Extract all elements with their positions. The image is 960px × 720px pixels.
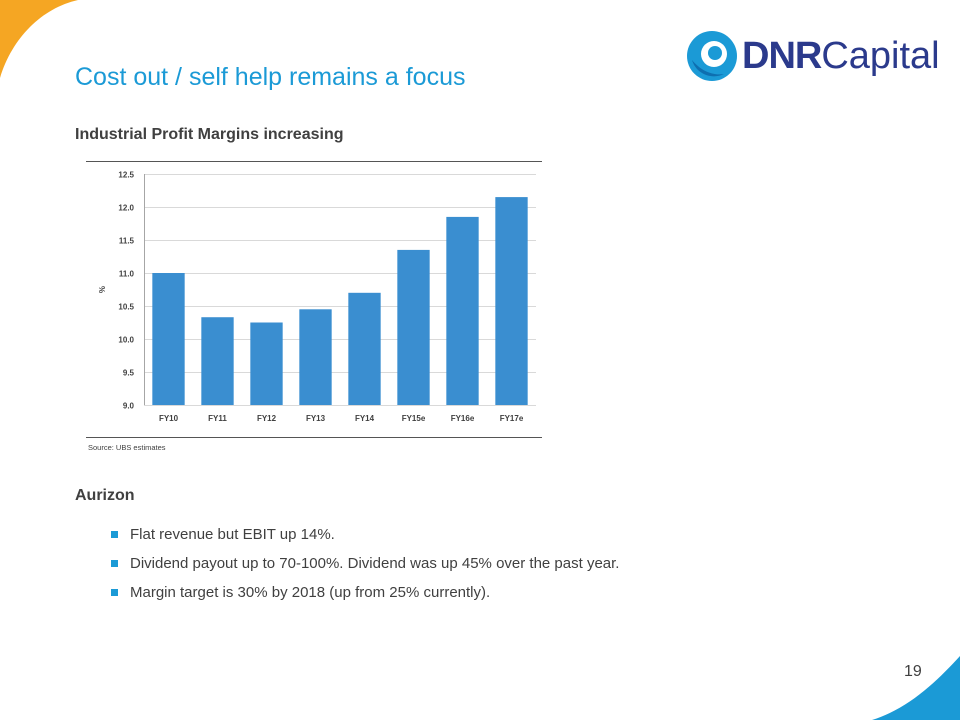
x-tick-label: FY13	[306, 414, 326, 423]
bar	[348, 292, 381, 405]
x-tick-label: FY15e	[402, 414, 426, 423]
corner-decoration-bottom-right	[870, 630, 960, 720]
slide-title: Cost out / self help remains a focus	[75, 63, 466, 91]
logo-mark-icon	[687, 31, 737, 81]
x-tick-label: FY11	[208, 414, 227, 423]
x-tick-label: FY16e	[451, 414, 475, 423]
dnr-capital-logo: DNRCapital	[686, 28, 940, 84]
x-tick-label: FY14	[355, 414, 375, 423]
page-number: 19	[904, 663, 922, 680]
y-tick-label: 9.5	[123, 369, 135, 378]
x-tick-label: FY12	[257, 414, 277, 423]
bar	[495, 197, 528, 405]
y-tick-label: 11.0	[119, 270, 135, 279]
y-axis-label: %	[98, 286, 107, 293]
bar	[397, 249, 430, 405]
profit-margin-chart: 9.0 9.5 10.0 10.5 11.0 11.5 12.0 12.5% FY10 FY11 F…	[86, 158, 544, 458]
bar	[446, 216, 479, 405]
x-tick-label: FY17e	[500, 414, 524, 423]
bullet-text: Flat revenue but EBIT up 14%.	[130, 526, 335, 543]
bullet-text: Dividend payout up to 70-100%. Dividend …	[130, 555, 620, 572]
chart-heading: Industrial Profit Margins increasing	[75, 126, 344, 143]
bullet-square-icon	[111, 531, 118, 538]
bullet-text: Margin target is 30% by 2018 (up from 25…	[130, 584, 491, 601]
y-tick-label: 10.0	[118, 336, 134, 345]
logo-text-light: Capital	[821, 35, 940, 77]
corner-decoration-top-left	[0, 0, 80, 80]
y-tick-label: 10.5	[118, 303, 134, 312]
chart-svg: 9.0 9.5 10.0 10.5 11.0 11.5 12.0 12.5% FY10 FY11 F…	[86, 161, 542, 452]
bullet-item: Dividend payout up to 70-100%. Dividend …	[111, 555, 620, 584]
y-tick-label: 12.5	[118, 171, 134, 180]
bullet-item: Margin target is 30% by 2018 (up from 25…	[111, 584, 619, 613]
bullet-item: Flat revenue but EBIT up 14%.	[111, 526, 619, 555]
logo-wordmark: DNRCapital	[742, 34, 940, 78]
aurizon-bullet-list: Flat revenue but EBIT up 14%. Dividend p…	[111, 526, 620, 613]
aurizon-heading: Aurizon	[75, 487, 135, 504]
x-tick-label: FY10	[159, 414, 179, 423]
bar	[201, 317, 234, 405]
bar	[250, 322, 283, 405]
bar	[299, 309, 332, 405]
y-tick-label: 12.0	[118, 204, 134, 213]
bullet-square-icon	[111, 560, 118, 567]
y-tick-label: 11.5	[119, 237, 135, 246]
bullet-square-icon	[111, 589, 118, 596]
bar	[152, 273, 185, 405]
logo-text-bold: DNR	[742, 35, 822, 77]
y-tick-label: 9.0	[123, 402, 135, 411]
chart-source-note: Source: UBS estimates	[88, 443, 166, 452]
